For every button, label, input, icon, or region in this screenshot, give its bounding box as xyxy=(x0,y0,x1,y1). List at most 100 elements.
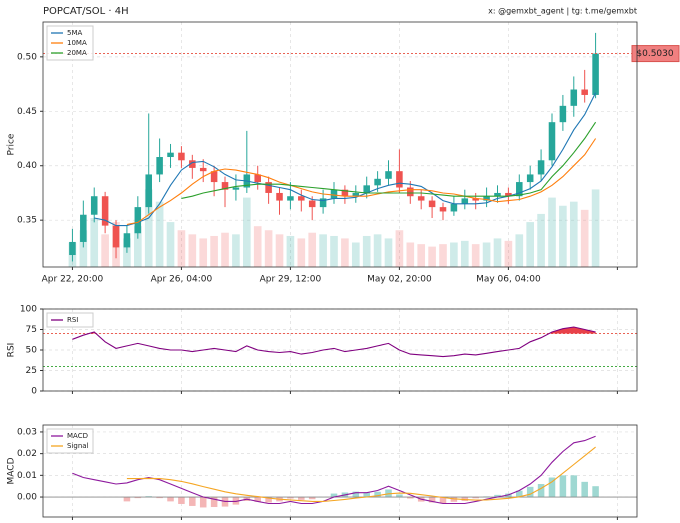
volume-bar xyxy=(275,234,284,267)
volume-bar xyxy=(439,244,447,267)
candle-body xyxy=(472,198,479,201)
histogram-bar xyxy=(516,490,523,498)
y-tick-label: 50 xyxy=(26,346,38,356)
candle-body xyxy=(123,233,131,248)
candle-body xyxy=(167,152,174,158)
candle-body xyxy=(363,185,370,193)
volume-bar xyxy=(101,234,109,267)
volume-bar xyxy=(210,235,218,267)
volume-bar xyxy=(90,218,99,267)
price-badge xyxy=(631,45,680,63)
legend-label: Signal xyxy=(67,442,89,450)
y-tick-label: 0.40 xyxy=(17,161,37,171)
series-line xyxy=(126,138,597,226)
volume-bar xyxy=(537,213,545,267)
candle-body xyxy=(276,192,283,201)
y-tick-label: 0.35 xyxy=(17,216,37,226)
series-line xyxy=(181,121,597,199)
histogram-bar xyxy=(265,497,272,503)
y-axis-label: MACD xyxy=(7,457,17,484)
volume-bar xyxy=(79,230,88,267)
histogram-bar xyxy=(167,497,174,502)
volume-bar xyxy=(242,197,251,267)
volume-bar xyxy=(428,246,436,267)
plot-frame xyxy=(42,308,638,392)
candle-body xyxy=(80,214,87,242)
histogram-bar xyxy=(199,497,207,508)
histogram-bar xyxy=(134,497,142,499)
volume-bar xyxy=(460,240,469,267)
volume-bar xyxy=(450,242,458,267)
volume-bar xyxy=(351,242,360,267)
candle-body xyxy=(134,207,142,234)
volume-bar xyxy=(373,234,382,267)
candle-body xyxy=(178,152,185,161)
volume-bar xyxy=(286,235,295,267)
y-tick-label: 0.50 xyxy=(17,52,37,62)
attribution: x: @gemxbt_agent | tg: t.me/gemxbt xyxy=(488,7,637,16)
legend-label: RSI xyxy=(67,316,78,324)
y-axis-label: RSI xyxy=(7,343,17,358)
histogram-bar xyxy=(592,486,599,498)
candle-body xyxy=(396,171,403,188)
histogram-bar xyxy=(352,491,360,498)
candle-body xyxy=(287,196,294,201)
legend-label: 20MA xyxy=(67,49,87,57)
y-tick-label: 0 xyxy=(31,387,37,397)
histogram-bar xyxy=(439,497,447,504)
histogram-bar xyxy=(232,497,240,505)
candle-body xyxy=(319,198,327,208)
volume-bar xyxy=(155,201,164,267)
histogram-bar xyxy=(287,497,294,499)
histogram-bar xyxy=(472,497,479,499)
candle-body xyxy=(516,182,523,197)
candle-body xyxy=(189,160,196,168)
candle-body xyxy=(439,207,447,212)
y-tick-label: 100 xyxy=(20,305,37,315)
histogram-bar xyxy=(559,475,567,498)
volume-bar xyxy=(559,205,567,267)
x-tick-label: May 02, 20:00 xyxy=(367,275,432,285)
plot-frame xyxy=(42,21,638,268)
volume-bar xyxy=(548,197,556,267)
candle-body xyxy=(461,198,469,204)
volume-bar xyxy=(297,238,306,267)
candle-body xyxy=(417,196,425,201)
volume-bar xyxy=(362,235,371,267)
volume-bar xyxy=(417,244,426,267)
volume-bar xyxy=(319,234,327,267)
volume-bar xyxy=(308,232,317,267)
volume-bar xyxy=(384,238,393,267)
candle-body xyxy=(450,203,458,212)
y-tick-label: 0.00 xyxy=(17,493,37,503)
volume-bar xyxy=(341,238,349,267)
candle-body xyxy=(341,189,349,197)
volume-bar xyxy=(264,230,273,267)
y-axis-label: Price xyxy=(7,133,17,155)
volume-bar xyxy=(134,226,142,267)
volume-bar xyxy=(406,242,415,267)
histogram-bar xyxy=(254,497,261,502)
histogram-bar xyxy=(123,497,131,502)
candle-body xyxy=(90,196,98,215)
candle-body xyxy=(69,241,76,256)
histogram-bar xyxy=(189,497,196,506)
overbought-fill xyxy=(72,327,596,334)
histogram-bar xyxy=(396,494,403,498)
volume-bar xyxy=(504,240,513,267)
volume-bar xyxy=(166,222,175,267)
candle-body xyxy=(101,196,109,226)
y-tick-label: 0.01 xyxy=(17,471,37,481)
y-tick-label: 0.03 xyxy=(17,427,37,437)
candle-body xyxy=(156,157,163,175)
legend-box xyxy=(46,312,94,328)
candle-body xyxy=(308,200,316,208)
histogram-bar xyxy=(450,497,458,502)
histogram-bar xyxy=(298,497,305,500)
candle-body xyxy=(145,174,152,208)
legend-label: 10MA xyxy=(67,39,87,47)
candle-body xyxy=(298,196,305,201)
x-tick-label: Apr 26, 04:00 xyxy=(151,275,213,285)
histogram-bar xyxy=(570,475,578,498)
